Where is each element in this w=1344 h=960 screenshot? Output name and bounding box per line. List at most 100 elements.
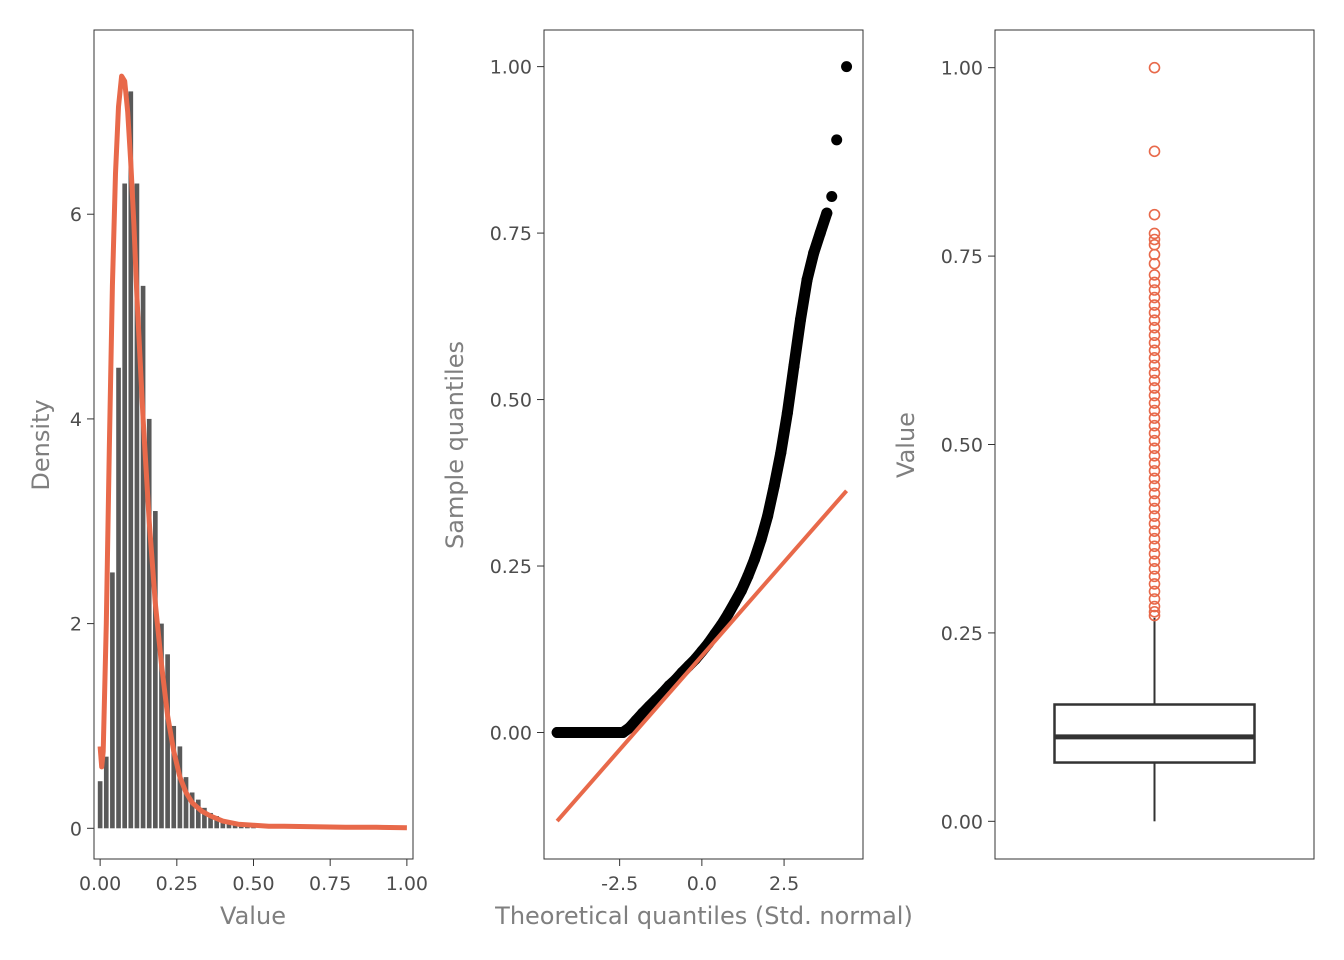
boxplot-outlier — [1148, 389, 1161, 402]
qq-point-band — [551, 207, 833, 738]
boxplot-outlier — [1148, 276, 1161, 289]
histogram-bar — [140, 285, 146, 829]
boxplot-outlier — [1148, 314, 1161, 326]
qq-y-axis: 0.00 0.25 0.50 0.75 1.00 — [490, 57, 544, 744]
boxplot-outlier — [1148, 487, 1161, 500]
qq-point — [801, 274, 813, 286]
qq-point — [795, 314, 807, 326]
qq-points — [551, 61, 853, 738]
qq-plot-panel-border — [543, 29, 864, 860]
boxplot-outlier — [1148, 397, 1161, 409]
qq-point — [735, 585, 747, 597]
qq-point — [831, 134, 843, 146]
boxplot-outlier — [1148, 233, 1161, 246]
histogram-bar — [110, 572, 115, 829]
boxplot-outliers — [1148, 61, 1161, 622]
boxplot-y-axis: 0.00 0.25 0.50 0.75 1.00 — [941, 58, 995, 833]
qq-point — [826, 190, 838, 202]
histogram-y-tick-label: 4 — [70, 409, 82, 431]
histogram-bar — [183, 777, 189, 829]
qq-x-axis-title: Theoretical quantiles (Std. normal) — [494, 902, 913, 930]
qq-x-tick-label: 0.0 — [687, 873, 717, 895]
boxplot-outlier — [1148, 606, 1161, 618]
histogram-x-axis-title: Value — [220, 902, 286, 930]
qq-y-tick-label: 0.00 — [490, 722, 532, 744]
qq-point — [762, 510, 774, 522]
boxplot-outlier — [1148, 145, 1161, 158]
boxplot-outlier — [1148, 291, 1161, 304]
qq-point — [841, 61, 853, 73]
histogram-bar — [208, 812, 213, 829]
boxplot-outlier — [1148, 540, 1161, 553]
boxplot-box — [1053, 703, 1256, 764]
qq-point — [755, 533, 767, 545]
boxplot-outlier — [1148, 555, 1161, 568]
boxplot-outlier — [1148, 257, 1161, 270]
histogram-x-tick-label: 0.25 — [156, 873, 198, 895]
boxplot-y-tick-label: 1.00 — [941, 58, 983, 80]
boxplot-outlier — [1148, 578, 1161, 590]
boxplot-outlier — [1148, 329, 1161, 342]
histogram-bar — [226, 822, 232, 829]
boxplot-outlier — [1148, 412, 1161, 424]
boxplot-outlier — [1148, 570, 1161, 583]
qq-point — [821, 207, 833, 219]
boxplot-outlier — [1148, 352, 1161, 364]
histogram-x-tick-label: 0.50 — [232, 873, 274, 895]
histogram-bar — [202, 807, 207, 829]
histogram-y-tick-label: 2 — [70, 614, 82, 636]
qq-point — [788, 360, 800, 372]
histogram-y-axis-title: Density — [27, 399, 55, 490]
boxplot-outlier — [1148, 563, 1161, 575]
qq-y-axis-title: Sample quantiles — [441, 341, 469, 549]
boxplot-outlier — [1148, 442, 1161, 455]
boxplot-outlier — [1148, 450, 1161, 462]
histogram-bar — [159, 623, 164, 829]
boxplot-outlier — [1148, 532, 1161, 545]
qq-point — [808, 247, 820, 259]
qq-x-tick-label: 2.5 — [769, 873, 799, 895]
boxplot-outlier — [1148, 480, 1161, 492]
boxplot-y-tick-label: 0.00 — [941, 811, 983, 833]
histogram-bar — [128, 91, 134, 829]
boxplot-outlier — [1148, 600, 1161, 613]
boxplot-outlier — [1148, 502, 1161, 515]
histogram-x-axis: 0.00 0.25 0.50 0.75 1.00 — [79, 859, 428, 895]
qq-y-tick-label: 1.00 — [490, 57, 532, 79]
histogram-bar — [146, 418, 152, 829]
boxplot-outlier — [1148, 547, 1161, 560]
histogram-x-tick-label: 0.75 — [309, 873, 351, 895]
boxplot-outlier — [1148, 248, 1161, 261]
histogram-bars — [97, 91, 256, 829]
boxplot-outlier — [1148, 510, 1161, 522]
boxplot-outlier — [1148, 472, 1161, 485]
boxplot-panel: 0.00 0.25 0.50 0.75 1.00 Value — [892, 29, 1315, 860]
histogram-bar — [214, 816, 220, 829]
boxplot-outlier — [1148, 269, 1161, 281]
boxplot-y-tick-label: 0.25 — [941, 623, 983, 645]
qq-y-tick-label: 0.50 — [490, 390, 532, 412]
qq-point — [781, 407, 793, 419]
histogram-bar — [220, 820, 226, 829]
boxplot-y-tick-label: 0.50 — [941, 435, 983, 457]
histogram-bar — [165, 654, 170, 829]
histogram-x-tick-label: 0.00 — [79, 873, 121, 895]
qq-point — [742, 570, 754, 582]
qq-y-tick-label: 0.25 — [490, 556, 532, 578]
boxplot-outlier — [1148, 419, 1161, 432]
boxplot-marks — [1053, 617, 1256, 822]
qq-x-tick-label: -2.5 — [601, 873, 638, 895]
boxplot-outlier — [1148, 427, 1161, 439]
boxplot-outlier — [1148, 336, 1161, 349]
qq-reference-line — [555, 489, 849, 823]
boxplot-outlier — [1148, 344, 1161, 357]
qq-point — [768, 480, 780, 492]
boxplot-outlier — [1148, 227, 1161, 240]
histogram-bar — [134, 183, 140, 829]
histogram-bar — [97, 781, 103, 829]
boxplot-outlier — [1148, 404, 1161, 417]
boxplot-outlier — [1148, 465, 1161, 477]
boxplot-outlier — [1148, 609, 1161, 622]
qq-point — [729, 597, 741, 609]
qq-point — [748, 553, 760, 565]
